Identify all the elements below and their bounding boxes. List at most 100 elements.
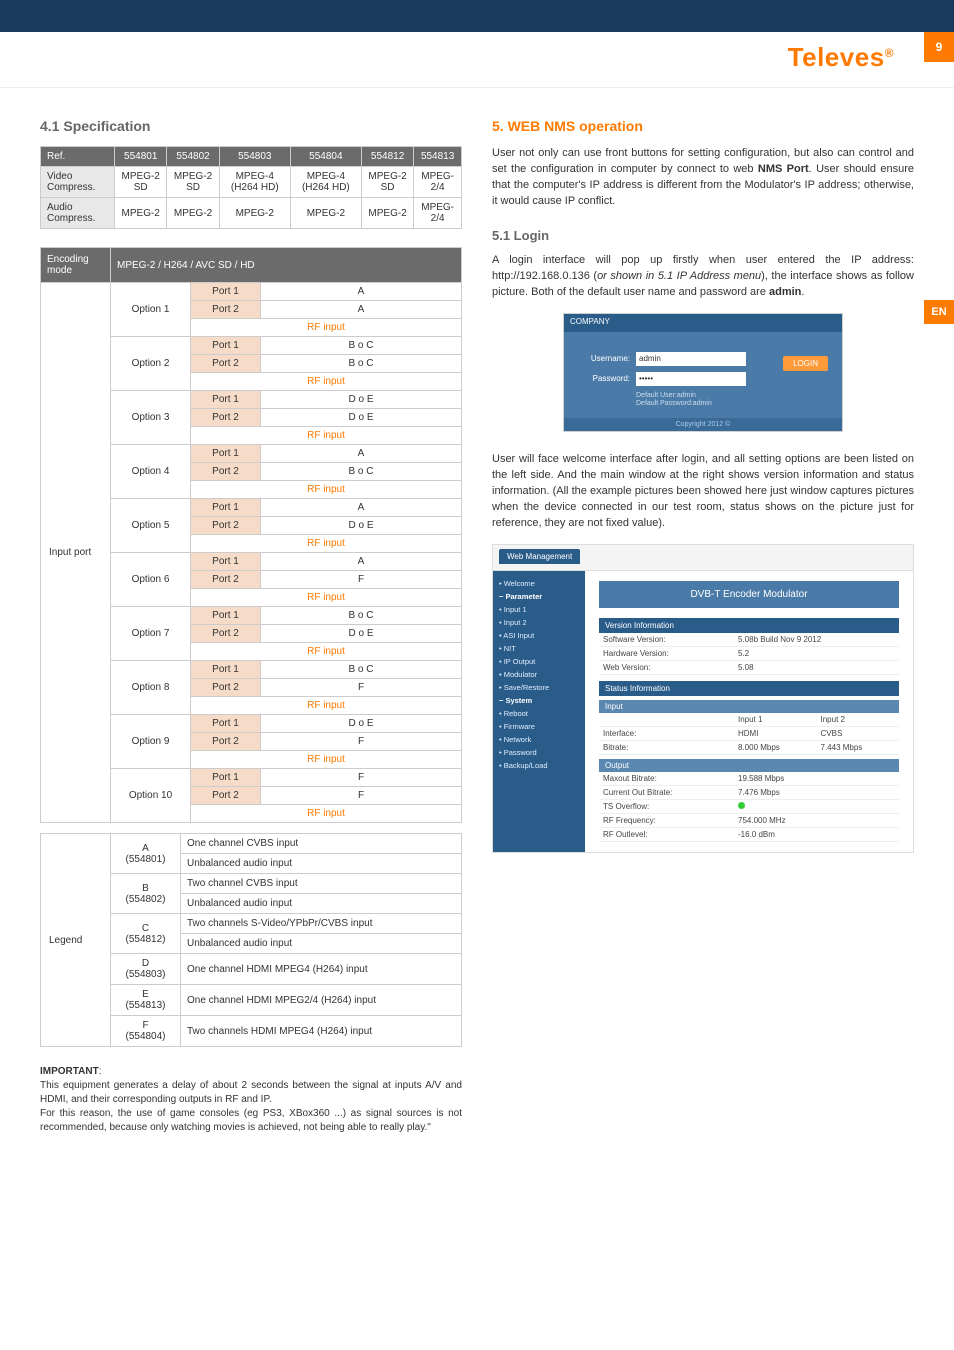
spec-th: 554812 bbox=[361, 147, 413, 167]
legend-desc: Two channels HDMI MPEG4 (H264) input bbox=[181, 1016, 462, 1047]
legend-key: C(554812) bbox=[111, 914, 181, 954]
ver-val: 5.08b Build Nov 9 2012 bbox=[734, 633, 899, 647]
rf-input: RF input bbox=[191, 535, 462, 553]
sidebar-item[interactable]: • NIT bbox=[493, 642, 585, 655]
legend-desc: Two channel CVBS input bbox=[181, 874, 462, 894]
option-label: Option 6 bbox=[111, 553, 191, 607]
password-label: Password: bbox=[578, 374, 630, 383]
spec-heading: 4.1 Specification bbox=[40, 118, 462, 134]
right-column: 5. WEB NMS operation User not only can u… bbox=[492, 118, 914, 1135]
port-label: Port 2 bbox=[191, 301, 261, 319]
port-value: D o E bbox=[261, 625, 462, 643]
enc-hdr-left: Encoding mode bbox=[41, 248, 111, 283]
sidebar-item[interactable]: • Backup/Load bbox=[493, 759, 585, 772]
sidebar-item[interactable]: • Modulator bbox=[493, 668, 585, 681]
ver-key: Web Version: bbox=[599, 661, 734, 675]
in-val: HDMI bbox=[734, 727, 817, 741]
side-parameter[interactable]: − Parameter bbox=[493, 590, 585, 603]
login-header: COMPANY bbox=[564, 314, 842, 332]
port-label: Port 1 bbox=[191, 391, 261, 409]
port-label: Port 2 bbox=[191, 517, 261, 535]
sidebar-item[interactable]: • Input 1 bbox=[493, 603, 585, 616]
top-bar bbox=[0, 0, 954, 32]
port-value: F bbox=[261, 787, 462, 805]
sidebar-item[interactable]: • IP Output bbox=[493, 655, 585, 668]
spec-cell: MPEG-2 bbox=[290, 198, 361, 229]
dashboard-screenshot: Web Management • Welcome − Parameter • I… bbox=[492, 544, 914, 853]
legend-desc: One channel CVBS input bbox=[181, 834, 462, 854]
spec-cell: MPEG-2 SD bbox=[167, 167, 219, 198]
login-hint: Default Password:admin bbox=[636, 400, 828, 408]
option-label: Option 1 bbox=[111, 283, 191, 337]
port-value: F bbox=[261, 679, 462, 697]
spec-th: 554813 bbox=[414, 147, 462, 167]
ver-val: 5.08 bbox=[734, 661, 899, 675]
port-value: B o C bbox=[261, 607, 462, 625]
rf-input: RF input bbox=[191, 589, 462, 607]
legend-key: B(554802) bbox=[111, 874, 181, 914]
port-value: A bbox=[261, 283, 462, 301]
rf-input: RF input bbox=[191, 481, 462, 499]
option-label: Option 3 bbox=[111, 391, 191, 445]
login-button[interactable]: LOGIN bbox=[783, 356, 828, 371]
dash-tab[interactable]: Web Management bbox=[499, 549, 580, 564]
port-value: D o E bbox=[261, 517, 462, 535]
spec-th: 554803 bbox=[219, 147, 290, 167]
rf-input: RF input bbox=[191, 427, 462, 445]
out-val bbox=[734, 800, 899, 814]
enc-hdr-right: MPEG-2 / H264 / AVC SD / HD bbox=[111, 248, 462, 283]
out-val: 7.476 Mbps bbox=[734, 786, 899, 800]
sidebar-item[interactable]: • Password bbox=[493, 746, 585, 759]
sidebar-item[interactable]: • Input 2 bbox=[493, 616, 585, 629]
out-val: 754.000 MHz bbox=[734, 814, 899, 828]
spec-th: 554801 bbox=[115, 147, 167, 167]
sidebar-item[interactable]: • Reboot bbox=[493, 707, 585, 720]
side-welcome[interactable]: • Welcome bbox=[493, 577, 585, 590]
legend-desc: One channel HDMI MPEG2/4 (H264) input bbox=[181, 985, 462, 1016]
legend-desc: Unbalanced audio input bbox=[181, 894, 462, 914]
spec-th: 554804 bbox=[290, 147, 361, 167]
port-value: F bbox=[261, 571, 462, 589]
input-port-label: Input port bbox=[41, 283, 111, 823]
port-label: Port 1 bbox=[191, 445, 261, 463]
login-screenshot: COMPANY Username: admin Password: ••••• … bbox=[563, 313, 843, 433]
spec-cell: MPEG-4 (H264 HD) bbox=[219, 167, 290, 198]
spec-cell: MPEG-2 bbox=[167, 198, 219, 229]
port-label: Port 1 bbox=[191, 283, 261, 301]
port-label: Port 1 bbox=[191, 607, 261, 625]
spec-row-label: Audio Compress. bbox=[41, 198, 115, 229]
login-footer: Copyright 2012 © bbox=[564, 418, 842, 431]
port-value: D o E bbox=[261, 409, 462, 427]
legend-label: Legend bbox=[41, 834, 111, 1047]
out-key: RF Frequency: bbox=[599, 814, 734, 828]
option-label: Option 10 bbox=[111, 769, 191, 823]
sidebar-item[interactable]: • Save/Restore bbox=[493, 681, 585, 694]
status-header: Status Information bbox=[599, 681, 899, 696]
spec-table: Ref. 554801 554802 554803 554804 554812 … bbox=[40, 146, 462, 229]
spec-cell: MPEG-2 bbox=[115, 198, 167, 229]
password-input[interactable]: ••••• bbox=[636, 372, 746, 386]
sidebar-item[interactable]: • ASI Input bbox=[493, 629, 585, 642]
sidebar-item[interactable]: • Firmware bbox=[493, 720, 585, 733]
in-col: Input 2 bbox=[817, 713, 900, 727]
port-value: A bbox=[261, 301, 462, 319]
in-val: 7.443 Mbps bbox=[817, 741, 900, 755]
port-label: Port 2 bbox=[191, 733, 261, 751]
dash-main: DVB-T Encoder Modulator Version Informat… bbox=[585, 571, 913, 852]
out-val: -16.0 dBm bbox=[734, 828, 899, 842]
username-input[interactable]: admin bbox=[636, 352, 746, 366]
port-value: D o E bbox=[261, 715, 462, 733]
port-value: B o C bbox=[261, 337, 462, 355]
port-label: Port 2 bbox=[191, 355, 261, 373]
spec-th-ref: Ref. bbox=[41, 147, 115, 167]
in-col: Input 1 bbox=[734, 713, 817, 727]
legend-key: F(554804) bbox=[111, 1016, 181, 1047]
port-label: Port 1 bbox=[191, 499, 261, 517]
nms-heading: 5. WEB NMS operation bbox=[492, 118, 914, 134]
side-system[interactable]: − System bbox=[493, 694, 585, 707]
sidebar-item[interactable]: • Network bbox=[493, 733, 585, 746]
spec-cell: MPEG-2/4 bbox=[414, 198, 462, 229]
port-value: D o E bbox=[261, 391, 462, 409]
in-val: CVBS bbox=[817, 727, 900, 741]
out-val: 19.588 Mbps bbox=[734, 772, 899, 786]
